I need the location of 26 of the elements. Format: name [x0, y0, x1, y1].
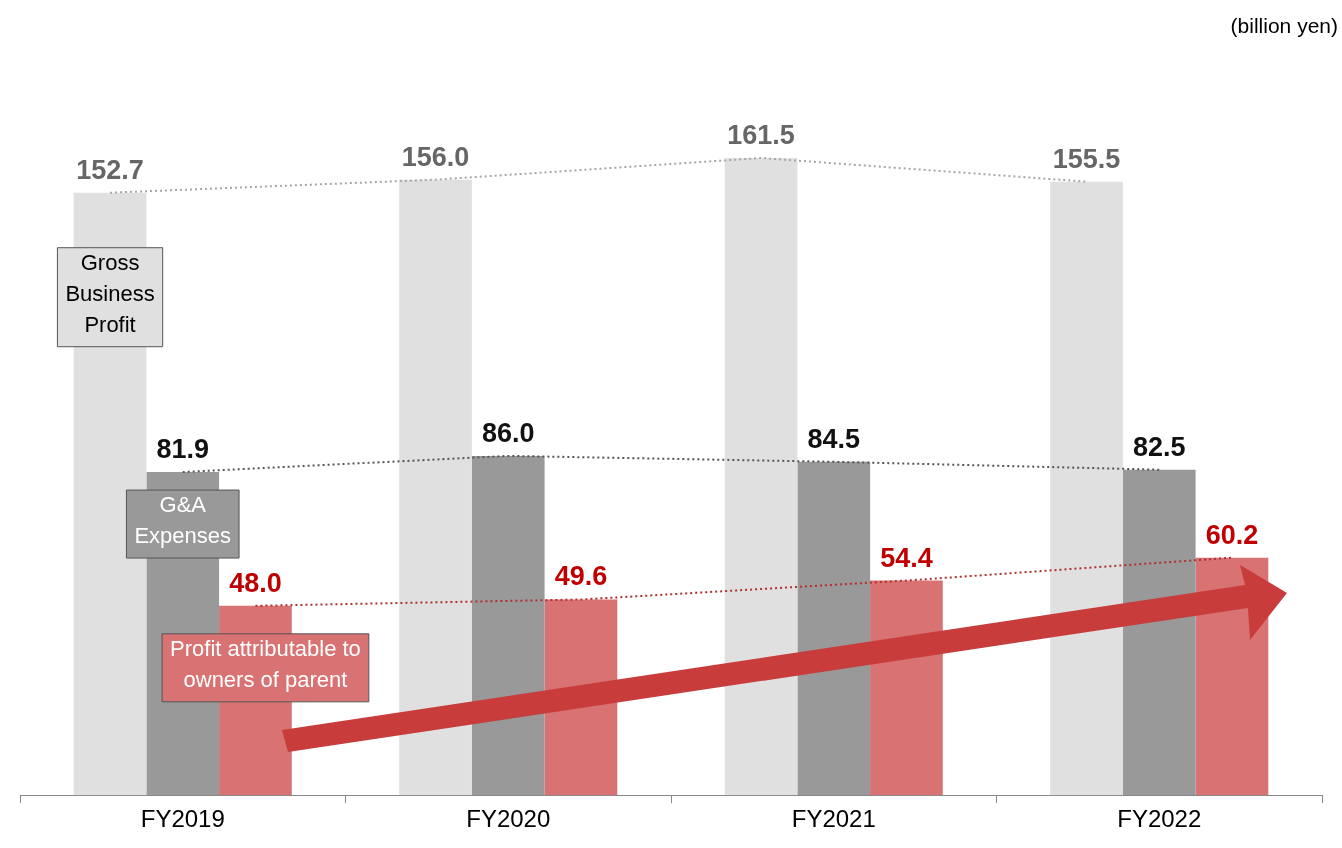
data-label: 86.0	[481, 417, 535, 448]
x-tick-label: FY2020	[466, 805, 551, 833]
data-label: 161.5	[727, 119, 795, 150]
x-tick-label: FY2019	[140, 805, 225, 833]
bar	[399, 179, 472, 796]
data-label: 49.6	[554, 561, 608, 592]
series-label: Profit attributable to owners of parent	[170, 635, 361, 692]
data-label: 54.4	[880, 542, 933, 573]
bar	[471, 455, 545, 796]
data-label: 81.9	[156, 434, 210, 465]
data-label: 48.0	[229, 567, 282, 598]
series-label: G&A Expenses	[134, 492, 232, 549]
bar	[1122, 469, 1196, 796]
x-tick-label: FY2021	[791, 805, 876, 833]
data-label: 156.0	[401, 141, 470, 172]
data-label: 152.7	[76, 154, 144, 185]
data-label: 155.5	[1052, 143, 1121, 174]
x-tick-label: FY2022	[1117, 805, 1202, 833]
data-label: 82.5	[1132, 431, 1186, 462]
bar	[724, 157, 798, 796]
text: (billion yen)	[1230, 14, 1338, 38]
series-label: Gross Business Profit	[65, 249, 155, 337]
bar	[797, 461, 871, 796]
bar	[1050, 181, 1123, 796]
data-label: 60.2	[1205, 519, 1259, 550]
data-label: 84.5	[807, 423, 861, 454]
